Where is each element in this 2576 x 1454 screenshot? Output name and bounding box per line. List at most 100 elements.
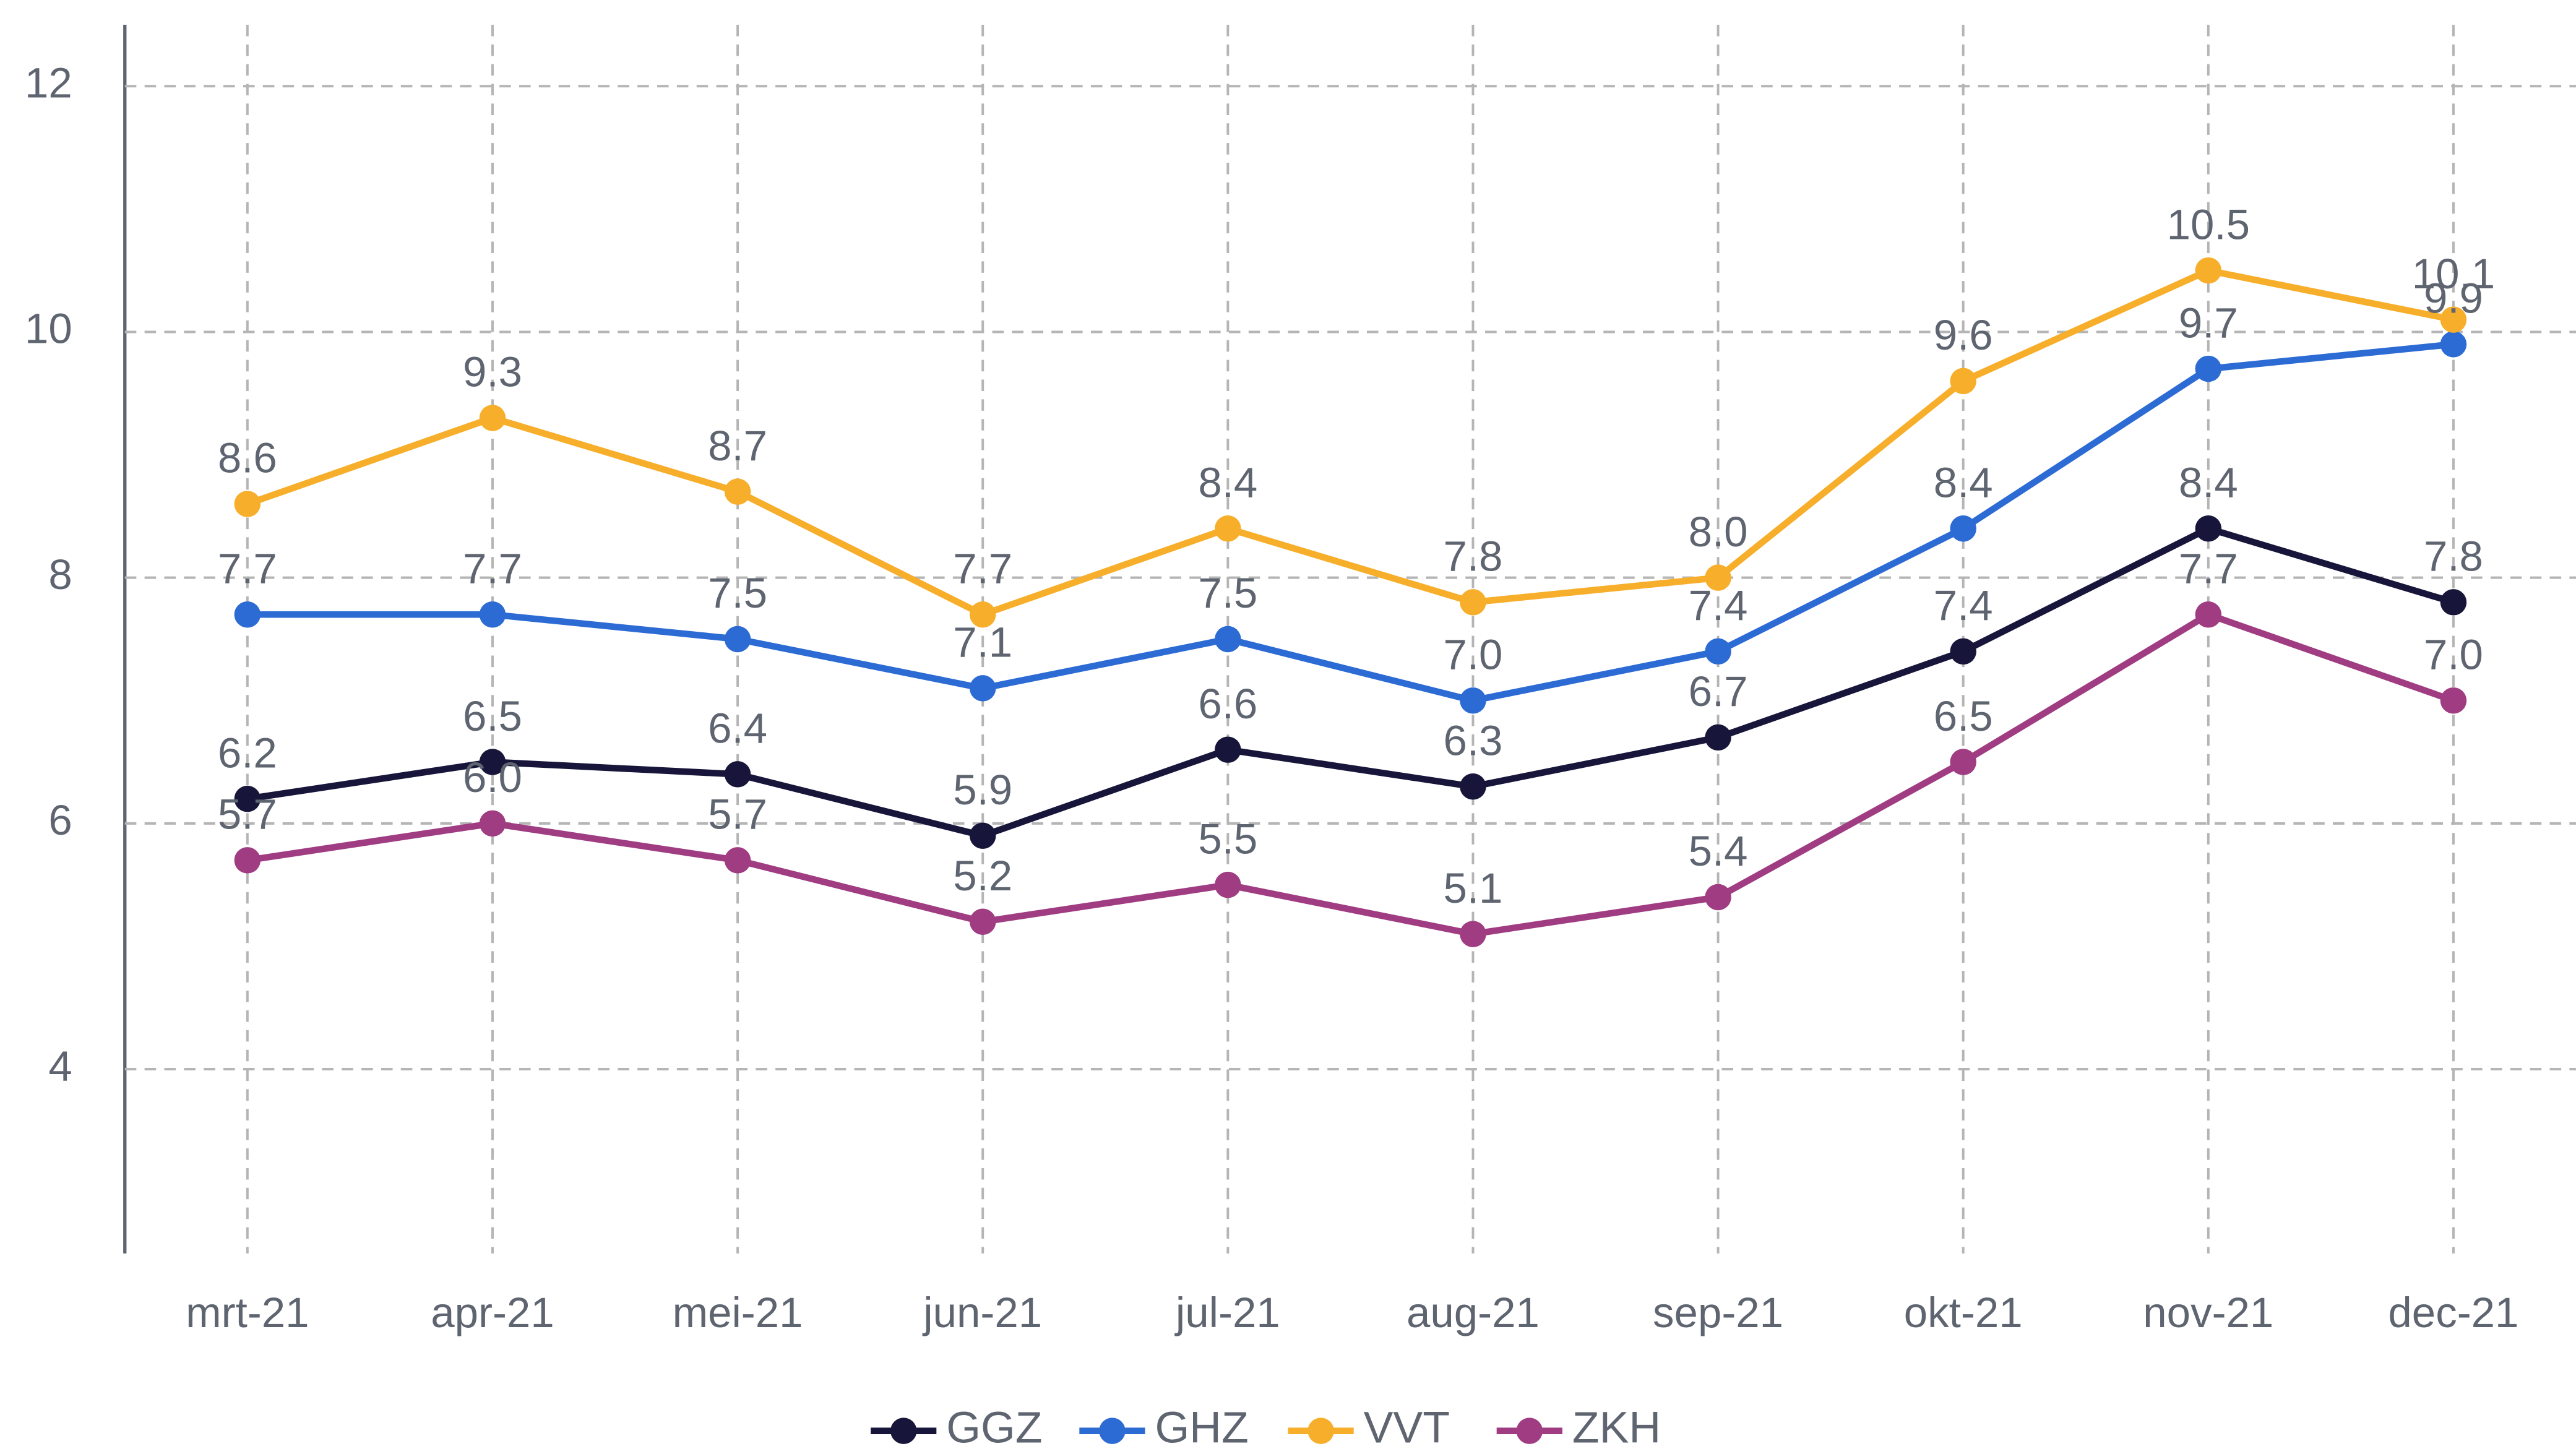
value-label: 7.7 bbox=[953, 544, 1012, 592]
value-label: 10.5 bbox=[2167, 200, 2250, 248]
y-tick-label: 4 bbox=[48, 1042, 72, 1090]
legend-marker bbox=[1516, 1417, 1543, 1444]
legend-label: GHZ bbox=[1155, 1403, 1248, 1453]
value-label: 5.7 bbox=[218, 791, 277, 838]
point bbox=[969, 675, 996, 702]
value-label: 6.4 bbox=[708, 705, 767, 752]
point bbox=[1950, 638, 1976, 665]
value-label: 7.0 bbox=[1443, 630, 1502, 678]
series-line bbox=[247, 611, 2455, 937]
point bbox=[1950, 368, 1976, 395]
value-label: 7.5 bbox=[708, 569, 767, 617]
point bbox=[1215, 871, 1241, 898]
value-label: 7.1 bbox=[953, 619, 1012, 666]
point bbox=[724, 478, 751, 505]
value-label: 9.3 bbox=[463, 348, 522, 396]
x-tick-label: aug-21 bbox=[1406, 1289, 1540, 1336]
point bbox=[969, 601, 996, 628]
y-tick-label: 6 bbox=[48, 796, 72, 844]
y-tick-label: 10 bbox=[25, 305, 72, 353]
x-tick-label: sep-21 bbox=[1653, 1289, 1783, 1336]
value-label: 6.5 bbox=[1934, 692, 1993, 740]
point bbox=[479, 810, 506, 837]
value-label: 5.4 bbox=[1689, 827, 1748, 875]
point bbox=[2440, 589, 2467, 616]
value-label: 7.7 bbox=[463, 544, 522, 592]
y-tick-label: 8 bbox=[48, 551, 72, 598]
value-label: 10.1 bbox=[2412, 250, 2495, 298]
point bbox=[724, 847, 751, 874]
value-label: 7.5 bbox=[1198, 569, 1257, 617]
value-label: 9.6 bbox=[1934, 311, 1993, 359]
point bbox=[2440, 331, 2467, 358]
legend-label: ZKH bbox=[1572, 1403, 1661, 1453]
point bbox=[1460, 921, 1486, 947]
point bbox=[2440, 306, 2467, 333]
y-tick-label: 12 bbox=[25, 59, 72, 107]
legend-marker bbox=[1099, 1417, 1126, 1444]
point bbox=[2440, 687, 2467, 714]
value-label: 7.7 bbox=[2179, 544, 2238, 592]
value-label: 6.6 bbox=[1198, 680, 1257, 728]
point bbox=[2195, 601, 2222, 628]
value-label: 8.0 bbox=[1689, 508, 1748, 556]
value-label: 5.9 bbox=[953, 766, 1012, 814]
legend-label: VVT bbox=[1364, 1403, 1450, 1453]
value-label: 6.7 bbox=[1689, 668, 1748, 715]
value-label: 8.4 bbox=[1934, 458, 1993, 506]
x-tick-label: okt-21 bbox=[1904, 1289, 2023, 1336]
point bbox=[1215, 626, 1241, 653]
point bbox=[1460, 773, 1486, 800]
point bbox=[2195, 515, 2222, 542]
value-label: 7.4 bbox=[1934, 582, 1993, 629]
point bbox=[1950, 749, 1976, 775]
point bbox=[969, 908, 996, 935]
legend-marker bbox=[1307, 1417, 1334, 1444]
legend-marker bbox=[890, 1417, 917, 1444]
point bbox=[479, 601, 506, 628]
point bbox=[1460, 687, 1486, 714]
point bbox=[1215, 736, 1241, 763]
legend-label: GGZ bbox=[946, 1403, 1042, 1453]
value-label: 7.8 bbox=[1443, 533, 1502, 580]
series-line bbox=[247, 341, 2454, 704]
value-label: 6.3 bbox=[1443, 716, 1502, 764]
point bbox=[2195, 257, 2222, 284]
point bbox=[1705, 564, 1731, 591]
value-label: 5.1 bbox=[1443, 864, 1502, 912]
value-label: 7.4 bbox=[1689, 582, 1748, 629]
series-line bbox=[246, 267, 2454, 618]
point bbox=[1215, 515, 1241, 542]
point bbox=[1705, 724, 1731, 751]
point bbox=[724, 626, 751, 653]
value-label: 8.4 bbox=[1198, 458, 1257, 506]
value-label: 5.5 bbox=[1198, 815, 1257, 863]
value-label: 6.5 bbox=[463, 692, 522, 740]
point bbox=[234, 785, 261, 812]
value-label: 9.9 bbox=[2424, 275, 2483, 322]
point bbox=[1705, 884, 1731, 911]
point bbox=[234, 491, 261, 517]
value-label: 5.7 bbox=[708, 791, 767, 838]
value-label: 8.7 bbox=[708, 422, 767, 470]
x-tick-label: mrt-21 bbox=[186, 1289, 309, 1336]
value-label: 7.0 bbox=[2424, 630, 2483, 678]
value-label: 8.6 bbox=[218, 434, 277, 482]
point bbox=[2195, 355, 2222, 382]
point bbox=[479, 405, 506, 431]
x-tick-label: mei-21 bbox=[673, 1289, 803, 1336]
value-label: 6.0 bbox=[463, 754, 522, 801]
x-tick-label: dec-21 bbox=[2388, 1289, 2518, 1336]
point bbox=[724, 761, 751, 788]
value-label: 7.7 bbox=[218, 544, 277, 592]
point bbox=[1705, 638, 1731, 665]
value-label: 5.2 bbox=[953, 852, 1012, 900]
x-tick-label: nov-21 bbox=[2143, 1289, 2273, 1336]
value-label: 7.8 bbox=[2424, 533, 2483, 580]
x-tick-label: jun-21 bbox=[922, 1289, 1042, 1336]
point bbox=[479, 749, 506, 775]
x-tick-label: apr-21 bbox=[431, 1289, 554, 1336]
value-label: 6.2 bbox=[218, 729, 277, 776]
point bbox=[1950, 515, 1976, 542]
